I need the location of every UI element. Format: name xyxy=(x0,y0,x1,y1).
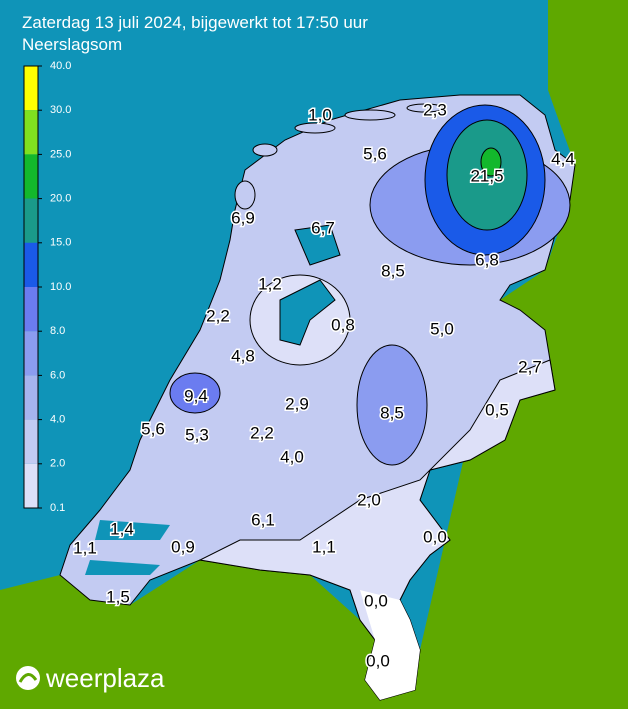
rain-label: 5,0 xyxy=(430,319,454,338)
rain-label: 1,4 xyxy=(110,519,134,538)
rain-label: 2,3 xyxy=(423,100,447,119)
contour xyxy=(356,344,428,466)
rain-label: 5,6 xyxy=(363,144,387,163)
legend-swatch xyxy=(24,110,38,155)
wadden-islands xyxy=(234,103,444,210)
logo: weerplaza xyxy=(16,663,165,693)
rain-label: 9,4 xyxy=(184,386,208,405)
rain-label: 1,0 xyxy=(308,105,332,124)
logo-icon-mark xyxy=(18,673,38,683)
legend-swatch xyxy=(24,463,38,508)
legend-swatch xyxy=(24,419,38,464)
legend-swatch xyxy=(24,331,38,376)
rain-label: 1,1 xyxy=(312,537,336,556)
rain-label: 6,1 xyxy=(251,510,275,529)
legend-label: 15.0 xyxy=(50,237,71,249)
rain-label: 0,0 xyxy=(366,651,390,670)
rain-label: 1,5 xyxy=(106,587,130,606)
legend-label: 8.0 xyxy=(50,325,65,337)
estuary xyxy=(85,520,170,575)
legend-swatch xyxy=(24,287,38,332)
rain-label: 6,8 xyxy=(475,250,499,269)
contour xyxy=(480,147,502,177)
legend-label: 10.0 xyxy=(50,281,71,293)
ijsselmeer xyxy=(279,224,341,346)
legend-swatch xyxy=(24,242,38,287)
labels: 1,0 2,3 5,6 21,5 4,4 6,9 6,7 8,5 6,8 1,2 2,2 0,8 5,0… xyxy=(72,99,577,672)
legend: 40.0 30.0 25.0 20.0 15.0 10.0 8.0 6.0 4.0 2.0 0.1 xyxy=(23,60,71,514)
rain-label: 5,6 xyxy=(141,419,165,438)
rain-label: 2,7 xyxy=(518,357,542,376)
rain-label: 0,5 xyxy=(485,400,509,419)
island xyxy=(344,109,396,121)
rain-label: 2,2 xyxy=(250,423,274,442)
rain-label: 1,1 xyxy=(73,538,97,557)
rain-label: 4,0 xyxy=(280,447,304,466)
island xyxy=(252,143,278,157)
legend-swatch xyxy=(24,66,38,111)
legend-label: 6.0 xyxy=(50,369,65,381)
rain-label: 6,9 xyxy=(231,208,255,227)
contour xyxy=(169,372,221,414)
rain-label: 0,9 xyxy=(171,537,195,556)
legend-label: 0.1 xyxy=(50,502,65,514)
logo-icon xyxy=(16,666,40,690)
rain-label: 8,5 xyxy=(380,403,404,422)
rain-label: 4,4 xyxy=(551,149,575,168)
legend-label: 4.0 xyxy=(50,414,65,426)
island xyxy=(294,122,336,134)
rain-label: 2,0 xyxy=(357,490,381,509)
rain-label: 5,3 xyxy=(185,425,209,444)
rain-label: 21,5 xyxy=(470,166,503,185)
rain-label: 4,8 xyxy=(231,346,255,365)
logo-text: weerplaza xyxy=(45,663,165,693)
rain-label: 8,5 xyxy=(381,261,405,280)
rain-label: 0,0 xyxy=(423,527,447,546)
legend-swatch xyxy=(24,154,38,199)
title: Zaterdag 13 juli 2024, bijgewerkt tot 17… xyxy=(22,13,368,32)
legend-label: 2.0 xyxy=(50,458,65,470)
legend-label: 30.0 xyxy=(50,104,71,116)
rain-label: 2,9 xyxy=(285,394,309,413)
legend-label: 20.0 xyxy=(50,193,71,205)
rain-label: 0,8 xyxy=(331,315,355,334)
island xyxy=(234,180,256,210)
legend-label: 40.0 xyxy=(50,60,71,72)
rain-label: 6,7 xyxy=(311,218,335,237)
island xyxy=(406,103,444,113)
legend-label: 25.0 xyxy=(50,148,71,160)
contour-low xyxy=(198,359,556,701)
legend-swatch xyxy=(24,198,38,243)
rain-label: 0,0 xyxy=(364,591,388,610)
legend-swatch xyxy=(24,375,38,420)
subtitle: Neerslagsom xyxy=(22,35,122,54)
rain-label: 2,2 xyxy=(206,306,230,325)
contour-zero xyxy=(360,590,420,700)
rain-label: 1,2 xyxy=(258,274,282,293)
